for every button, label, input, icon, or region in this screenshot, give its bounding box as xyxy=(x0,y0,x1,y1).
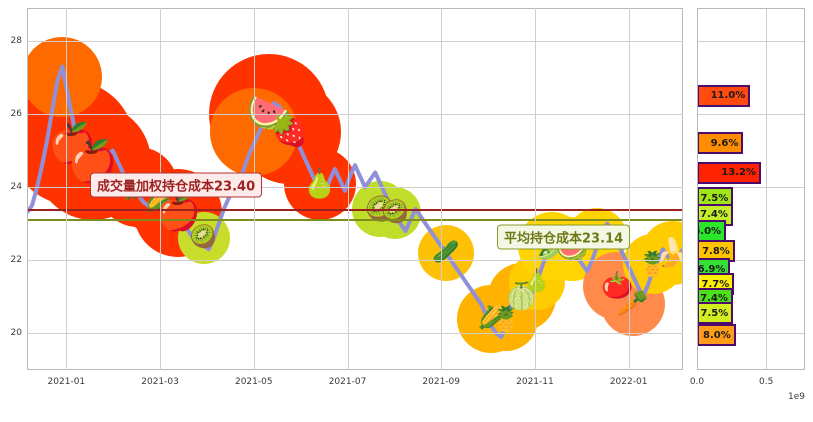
volume-bar-label: 7.4% xyxy=(700,293,728,305)
price-y-tick-label: 26 xyxy=(10,109,22,120)
volume-x-tick-label: 0.0 xyxy=(689,377,705,387)
price-gridline-v xyxy=(534,8,536,370)
volume-bar-label: 7.8% xyxy=(702,245,730,257)
price-x-tick-label: 2022-01 xyxy=(609,377,648,387)
price-y-tick-label: 22 xyxy=(10,255,22,266)
volume-x-tick-label: 0.5 xyxy=(759,377,774,387)
price-x-tick-label: 2021-07 xyxy=(328,377,367,387)
volume-bar-label: 6.0% xyxy=(697,225,722,237)
price-gridline-v xyxy=(347,8,349,370)
volume-bar: 8.0% xyxy=(697,324,736,347)
volume-bar-row: 6.0% xyxy=(697,220,805,243)
volume-bar-label: 7.4% xyxy=(700,209,728,221)
price-y-tick-label: 24 xyxy=(10,182,22,193)
volume-bar: 7.5% xyxy=(697,302,734,325)
volume-bar-label: 11.0% xyxy=(710,90,746,102)
volume-bar-label: 7.7% xyxy=(701,278,730,290)
volume-bar-label: 8.0% xyxy=(703,329,731,341)
volume-gridline-h xyxy=(697,260,805,262)
volume-bar-row: 8.0% xyxy=(697,324,805,347)
price-gridline-h xyxy=(27,333,683,335)
volume-bar-row: 13.2% xyxy=(697,161,805,184)
volume-bar-label: 13.2% xyxy=(721,167,756,179)
volume-gridline-h xyxy=(697,333,805,335)
volume-gridline-h xyxy=(697,187,805,189)
price-x-tick-label: 2021-03 xyxy=(141,377,179,387)
volume-bar-row: 7.5% xyxy=(697,302,805,325)
volume-bar-label: 7.5% xyxy=(700,192,729,204)
price-gridline-v xyxy=(441,8,443,370)
average-cost-line xyxy=(27,218,683,221)
price-gridline-h xyxy=(27,187,683,189)
price-gridline-h xyxy=(27,260,683,262)
price-gridline-h xyxy=(27,114,683,116)
volume-bar: 11.0% xyxy=(697,84,751,107)
price-x-tick-label: 2021-09 xyxy=(422,377,461,387)
volume-bar: 9.6% xyxy=(697,132,744,155)
price-gridline-v xyxy=(628,8,630,370)
price-y-tick-label: 28 xyxy=(10,35,22,46)
vwap-cost-label: 成交量加权持仓成本23.40 xyxy=(90,172,263,198)
vwap-cost-line xyxy=(27,209,683,212)
volume-bar: 13.2% xyxy=(697,161,761,184)
price-x-tick-label: 2021-01 xyxy=(47,377,86,387)
volume-bar-label: 6.9% xyxy=(697,263,726,275)
volume-bar-row: 11.0% xyxy=(697,84,805,107)
price-y-tick-label: 20 xyxy=(10,328,22,339)
price-x-tick-label: 2021-05 xyxy=(234,377,273,387)
volume-bar-label: 9.6% xyxy=(710,137,739,149)
price-polyline xyxy=(27,64,683,340)
volume-gridline-h xyxy=(697,40,805,42)
volume-plot-area: 11.0% 9.6% 13.2% 7.5% 7.4% 6.0% 7.8% 6.9% 7.7% 7.… xyxy=(697,8,805,370)
price-gridline-h xyxy=(27,40,683,42)
price-x-tick-label: 2021-11 xyxy=(516,377,554,387)
volume-bar-label: 7.5% xyxy=(700,307,729,319)
volume-gridline-h xyxy=(697,114,805,116)
volume-axis-exponent: 1e9 xyxy=(788,392,805,402)
average-cost-label: 平均持仓成本23.14 xyxy=(497,224,631,250)
volume-bar-row: 9.6% xyxy=(697,132,805,155)
price-gridline-v xyxy=(66,8,68,370)
volume-bar: 6.0% xyxy=(697,220,727,243)
volume-gridline-v xyxy=(766,8,768,370)
volume-profile-panel: 11.0% 9.6% 13.2% 7.5% 7.4% 6.0% 7.8% 6.9% 7.7% 7.… xyxy=(690,8,805,402)
